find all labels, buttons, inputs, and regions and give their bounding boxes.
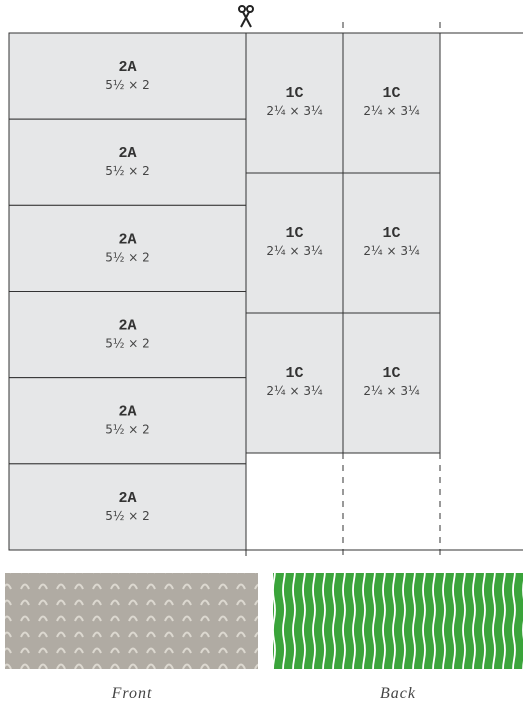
piece-size: 2¼ × 3¼ (266, 104, 323, 118)
piece-size: 5½ × 2 (105, 164, 150, 178)
piece (9, 205, 246, 291)
piece (9, 378, 246, 464)
piece (246, 173, 343, 313)
piece-label: 2A (118, 59, 136, 76)
piece-label: 1C (382, 225, 400, 242)
piece-size: 2¼ × 3¼ (266, 244, 323, 258)
piece-label: 1C (285, 85, 303, 102)
piece (343, 33, 440, 173)
pieces: 2A 5½ × 2 2A 5½ × 2 2A 5½ × 2 2A 5½ × 2 2A 5½ × 2… (9, 33, 440, 550)
scissors-icon (239, 6, 253, 27)
front-pattern (5, 573, 258, 669)
piece-label: 2A (118, 231, 136, 248)
piece-size: 2¼ × 3¼ (363, 104, 420, 118)
piece-size: 5½ × 2 (105, 250, 150, 264)
piece-size: 5½ × 2 (105, 423, 150, 437)
piece-label: 1C (285, 225, 303, 242)
piece-size: 5½ × 2 (105, 509, 150, 523)
piece-size: 5½ × 2 (105, 78, 150, 92)
piece (343, 313, 440, 453)
piece-label: 1C (382, 85, 400, 102)
fabric-label: Front (111, 685, 153, 702)
piece-size: 5½ × 2 (105, 337, 150, 351)
piece-size: 2¼ × 3¼ (363, 384, 420, 398)
piece-label: 2A (118, 404, 136, 421)
fabric-label: Back (380, 685, 416, 702)
piece (246, 33, 343, 173)
piece-label: 2A (118, 318, 136, 335)
piece (9, 464, 246, 550)
piece-size: 2¼ × 3¼ (363, 244, 420, 258)
piece-size: 2¼ × 3¼ (266, 384, 323, 398)
back-pattern (273, 573, 523, 669)
piece (9, 292, 246, 378)
piece-label: 2A (118, 145, 136, 162)
piece (9, 33, 246, 119)
piece (9, 119, 246, 205)
piece-label: 1C (285, 365, 303, 382)
cutting-diagram: 2A 5½ × 2 2A 5½ × 2 2A 5½ × 2 2A 5½ × 2 2A 5½ × 2… (0, 0, 523, 708)
piece (246, 313, 343, 453)
piece-label: 1C (382, 365, 400, 382)
piece (343, 173, 440, 313)
piece-label: 2A (118, 490, 136, 507)
